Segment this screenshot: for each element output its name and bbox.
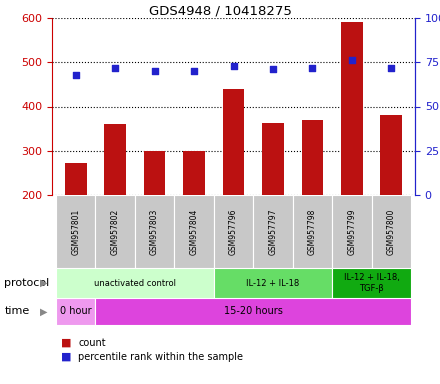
Text: ▶: ▶ [40,278,48,288]
Bar [301,120,323,195]
Bar [65,163,87,195]
Bar [56,298,95,325]
Text: ▶: ▶ [40,306,48,316]
Text: count: count [78,338,106,348]
Text: GSM957800: GSM957800 [387,208,396,255]
Text: ■: ■ [61,338,71,348]
Text: percentile rank within the sample: percentile rank within the sample [78,352,243,362]
Text: IL-12 + IL-18,
TGF-β: IL-12 + IL-18, TGF-β [344,273,400,293]
Text: GSM957803: GSM957803 [150,208,159,255]
Point [112,65,119,71]
Bar [95,195,135,268]
Point [269,66,276,73]
Bar [104,124,126,195]
Bar [174,195,214,268]
Bar [95,298,411,325]
Bar [183,151,205,195]
Point [72,71,79,78]
Bar [214,268,332,298]
Text: GDS4948 / 10418275: GDS4948 / 10418275 [149,5,291,18]
Point [230,63,237,69]
Bar [332,268,411,298]
Text: 15-20 hours: 15-20 hours [224,306,282,316]
Bar [135,195,174,268]
Text: ■: ■ [61,352,71,362]
Bar [381,115,402,195]
Text: GSM957797: GSM957797 [268,208,278,255]
Text: GSM957799: GSM957799 [347,208,356,255]
Bar [56,268,214,298]
Bar [144,151,165,195]
Bar [341,22,363,195]
Point [151,68,158,74]
Bar [56,195,95,268]
Text: 0 hour: 0 hour [60,306,92,316]
Bar [293,195,332,268]
Bar [253,195,293,268]
Bar [223,89,244,195]
Bar [372,195,411,268]
Point [191,68,198,74]
Text: unactivated control: unactivated control [94,278,176,288]
Text: protocol: protocol [4,278,50,288]
Text: GSM957798: GSM957798 [308,208,317,255]
Text: GSM957804: GSM957804 [190,208,198,255]
Text: GSM957802: GSM957802 [110,209,120,255]
Text: time: time [4,306,29,316]
Bar [332,195,372,268]
Point [309,65,316,71]
Bar [214,195,253,268]
Text: GSM957796: GSM957796 [229,208,238,255]
Text: GSM957801: GSM957801 [71,209,80,255]
Text: IL-12 + IL-18: IL-12 + IL-18 [246,278,300,288]
Bar [262,123,284,195]
Point [388,65,395,71]
Point [348,58,356,64]
